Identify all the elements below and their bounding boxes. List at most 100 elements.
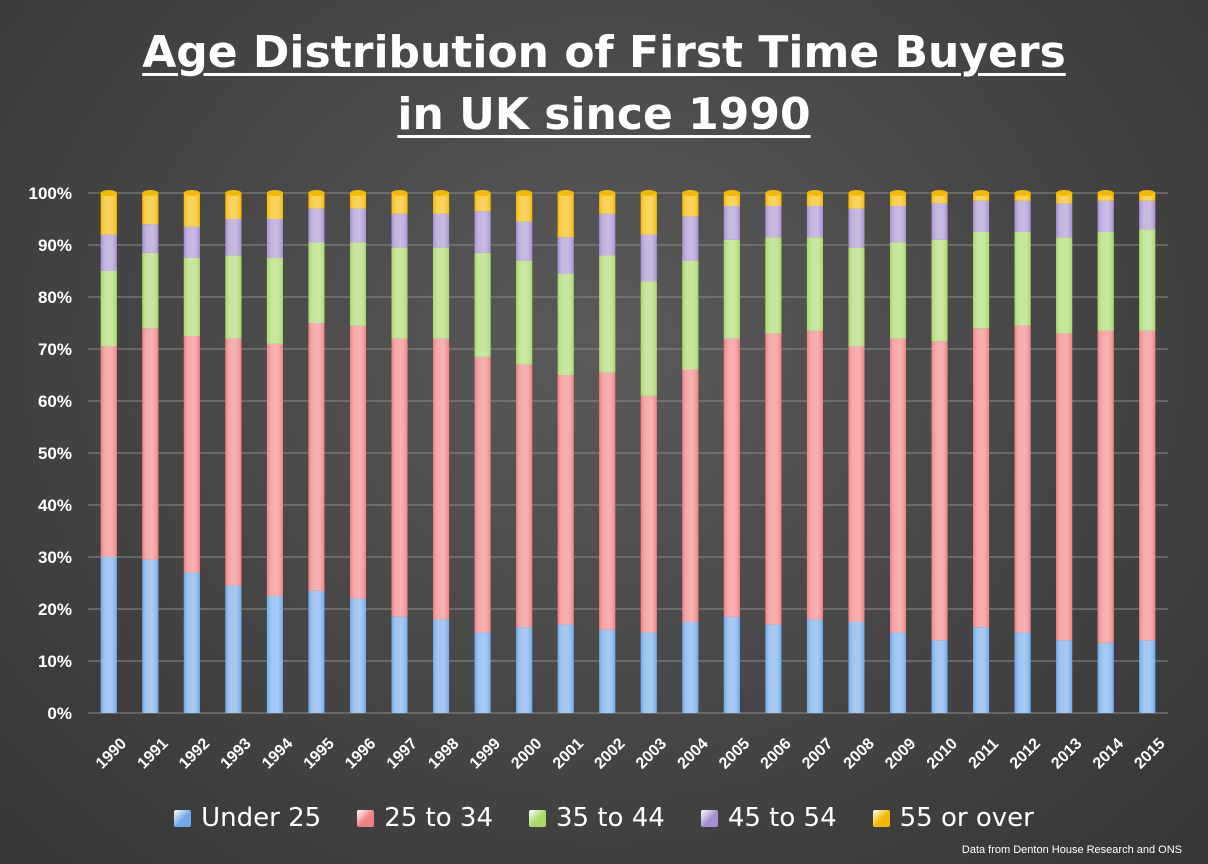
bar-segment xyxy=(350,325,366,599)
x-tick-label: 1998 xyxy=(425,735,462,772)
bar-top-cap xyxy=(391,190,408,196)
bar-segment xyxy=(931,239,948,342)
bar-segment xyxy=(391,338,408,617)
x-tick-label: 2007 xyxy=(799,735,836,772)
bar-top-cap xyxy=(100,190,117,196)
bar-segment xyxy=(723,206,740,240)
bar-segment xyxy=(308,193,325,209)
bar-segment xyxy=(516,221,533,261)
bar-segment xyxy=(1139,330,1156,641)
bar-segment xyxy=(1014,232,1031,326)
bar-segment xyxy=(848,208,865,248)
bar-top-cap xyxy=(806,190,823,196)
bar-segment xyxy=(142,252,159,329)
bar-segment xyxy=(848,193,865,209)
bar-segment xyxy=(391,193,408,214)
bar-segment xyxy=(682,193,699,217)
bar-segment xyxy=(350,242,366,326)
bar-top-cap xyxy=(142,190,159,196)
bar-segment xyxy=(433,193,450,214)
y-tick-label: 60% xyxy=(38,392,72,411)
bar-segment xyxy=(266,258,283,344)
bar-top-cap xyxy=(433,190,450,196)
bar-segment xyxy=(100,271,117,347)
bar-segment xyxy=(723,239,740,339)
bar-segment xyxy=(931,203,948,240)
bar-top-cap xyxy=(557,190,574,196)
bar-segment xyxy=(225,585,242,713)
x-tick-label: 1994 xyxy=(259,735,296,772)
bar-top-cap xyxy=(1014,190,1031,196)
bar-top-cap xyxy=(1056,190,1073,196)
bar-segment xyxy=(1139,193,1156,201)
bar-segment xyxy=(973,193,990,201)
bar-segment xyxy=(723,616,740,713)
x-tick-label: 2015 xyxy=(1131,735,1168,772)
x-tick-label: 1997 xyxy=(384,735,421,772)
bar-segment xyxy=(806,330,823,620)
bar-segment xyxy=(599,213,616,256)
bar-segment xyxy=(1056,333,1073,641)
x-tick-label: 2014 xyxy=(1090,735,1127,772)
bar-segment xyxy=(931,640,948,713)
x-tick-label: 2000 xyxy=(508,735,545,772)
bar-segment xyxy=(308,590,325,713)
bar-segment xyxy=(890,338,906,633)
bar-top-cap xyxy=(931,190,948,196)
bar-top-cap xyxy=(765,190,782,196)
legend-item: 55 or over xyxy=(872,803,1034,833)
bar-segment xyxy=(308,208,325,243)
bar-segment xyxy=(474,252,491,357)
y-tick-label: 30% xyxy=(38,548,72,567)
stacked-bar-chart: 0%10%20%30%40%50%60%70%80%90%100%1990 199… xyxy=(38,190,1168,772)
bar-segment xyxy=(225,219,242,256)
bar-segment xyxy=(225,193,242,219)
legend-label: 25 to 34 xyxy=(384,803,494,833)
bar-segment xyxy=(557,193,574,238)
bar-segment xyxy=(848,622,865,713)
y-tick-label: 50% xyxy=(38,444,72,463)
bar-segment xyxy=(599,255,616,373)
bar-top-cap xyxy=(640,190,657,196)
bar-segment xyxy=(516,193,533,222)
bar-segment xyxy=(433,213,450,248)
bar-segment xyxy=(474,211,491,253)
bar-segment xyxy=(183,193,200,227)
bar-segment xyxy=(682,369,699,622)
y-tick-label: 40% xyxy=(38,496,72,515)
bar-segment xyxy=(765,237,782,334)
bar-segment xyxy=(142,559,159,713)
bar-segment xyxy=(806,193,823,206)
bar-segment xyxy=(100,346,117,557)
bar-segment xyxy=(1139,640,1156,713)
x-tick-label: 2010 xyxy=(924,735,961,772)
bar-segment xyxy=(640,395,657,633)
bar-segment xyxy=(433,247,450,339)
bar-segment xyxy=(391,213,408,248)
bar-segment xyxy=(474,356,491,633)
y-tick-label: 20% xyxy=(38,600,72,619)
bar-segment xyxy=(100,234,117,271)
legend-item: 35 to 44 xyxy=(529,803,665,833)
bar-segment xyxy=(806,619,823,713)
bar-segment xyxy=(516,260,533,365)
bar-segment xyxy=(1097,330,1114,643)
bar-top-cap xyxy=(516,190,533,196)
bar-segment xyxy=(391,247,408,339)
chart-title: Age Distribution of First Time Buyers in… xyxy=(0,22,1208,146)
x-tick-label: 2012 xyxy=(1007,735,1044,772)
bar-top-cap xyxy=(682,190,699,196)
bar-segment xyxy=(1139,200,1156,230)
bar-segment xyxy=(640,281,657,396)
bar-segment xyxy=(890,193,906,206)
bar-segment xyxy=(806,237,823,331)
x-tick-label: 2008 xyxy=(841,735,878,772)
legend-label: Under 25 xyxy=(201,803,322,833)
bar-segment xyxy=(1014,193,1031,201)
bar-segment xyxy=(100,557,117,713)
bar-segment xyxy=(183,258,200,336)
bar-segment xyxy=(266,219,283,258)
bar-segment xyxy=(225,338,242,586)
bar-segment xyxy=(599,193,616,214)
y-tick-label: 10% xyxy=(38,652,72,671)
